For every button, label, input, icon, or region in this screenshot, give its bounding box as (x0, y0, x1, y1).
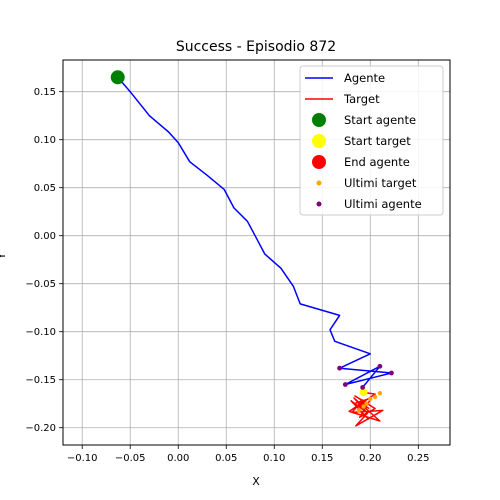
legend-label-agente: Agente (344, 71, 385, 85)
y-tick-label: −0.10 (25, 327, 56, 338)
x-tick-label: 0.25 (407, 453, 429, 464)
ultimi-agente-point (389, 370, 394, 376)
ultimi-agente-point (360, 384, 366, 390)
legend-swatch-ultimi-target (316, 180, 322, 186)
x-tick-label: −0.05 (115, 453, 146, 464)
y-axis-label: Y (0, 252, 8, 260)
ultimi-target-point (372, 394, 378, 400)
y-tick-label: −0.05 (25, 279, 56, 290)
ultimi-target-point (377, 390, 383, 396)
start-agente-point (110, 70, 125, 85)
ultimi-target-point (361, 404, 366, 409)
y-tick-label: −0.15 (25, 375, 56, 386)
x-axis: −0.10 −0.05 0.00 0.05 0.10 0.15 0.20 0.25 (67, 445, 429, 464)
x-tick-label: −0.10 (67, 453, 98, 464)
plot-frame (62, 59, 451, 446)
ultimi-agente-point (337, 365, 342, 371)
y-tick-label: 0.05 (34, 183, 56, 194)
ultimi-agente-point (377, 363, 383, 369)
start-target-point (359, 388, 368, 397)
ultimi-target-point (356, 408, 361, 413)
y-axis: 0.15 0.10 0.05 0.00 −0.05 −0.10 −0.15 −0.20 (25, 87, 63, 434)
legend-swatch-start-agente (312, 113, 326, 127)
legend-swatch-ultimi-agente (316, 201, 322, 207)
legend-label-target: Target (343, 92, 380, 106)
legend-label-start-target: Start target (344, 134, 411, 148)
legend-label-start-agente: Start agente (344, 113, 416, 127)
x-tick-label: 0.00 (167, 453, 189, 464)
legend-swatch-start-target (312, 134, 326, 148)
agente-line (117, 76, 393, 388)
legend-label-ultimi-agente: Ultimi agente (344, 197, 422, 211)
ultimi-target-point (368, 396, 373, 402)
x-tick-label: 0.05 (215, 453, 237, 464)
x-tick-label: 0.10 (263, 453, 285, 464)
y-tick-label: 0.10 (34, 135, 56, 146)
y-tick-label: 0.15 (34, 87, 56, 98)
legend: Agente Target Start agente Start target End … (299, 65, 444, 216)
x-tick-label: 0.15 (311, 453, 333, 464)
legend-label-end-agente: End agente (344, 155, 410, 169)
legend-box (299, 65, 444, 216)
x-tick-label: 0.20 (359, 453, 381, 464)
chart-title: Success - Episodio 872 (176, 39, 336, 55)
plot-area (110, 70, 394, 427)
y-tick-label: 0.00 (34, 231, 56, 242)
ultimi-target-point (364, 401, 369, 406)
x-axis-label: X (252, 475, 260, 488)
ultimi-agente-point (342, 382, 348, 387)
legend-swatch-end-agente (312, 155, 326, 169)
y-tick-label: −0.20 (25, 423, 56, 434)
legend-label-ultimi-target: Ultimi target (344, 176, 417, 190)
